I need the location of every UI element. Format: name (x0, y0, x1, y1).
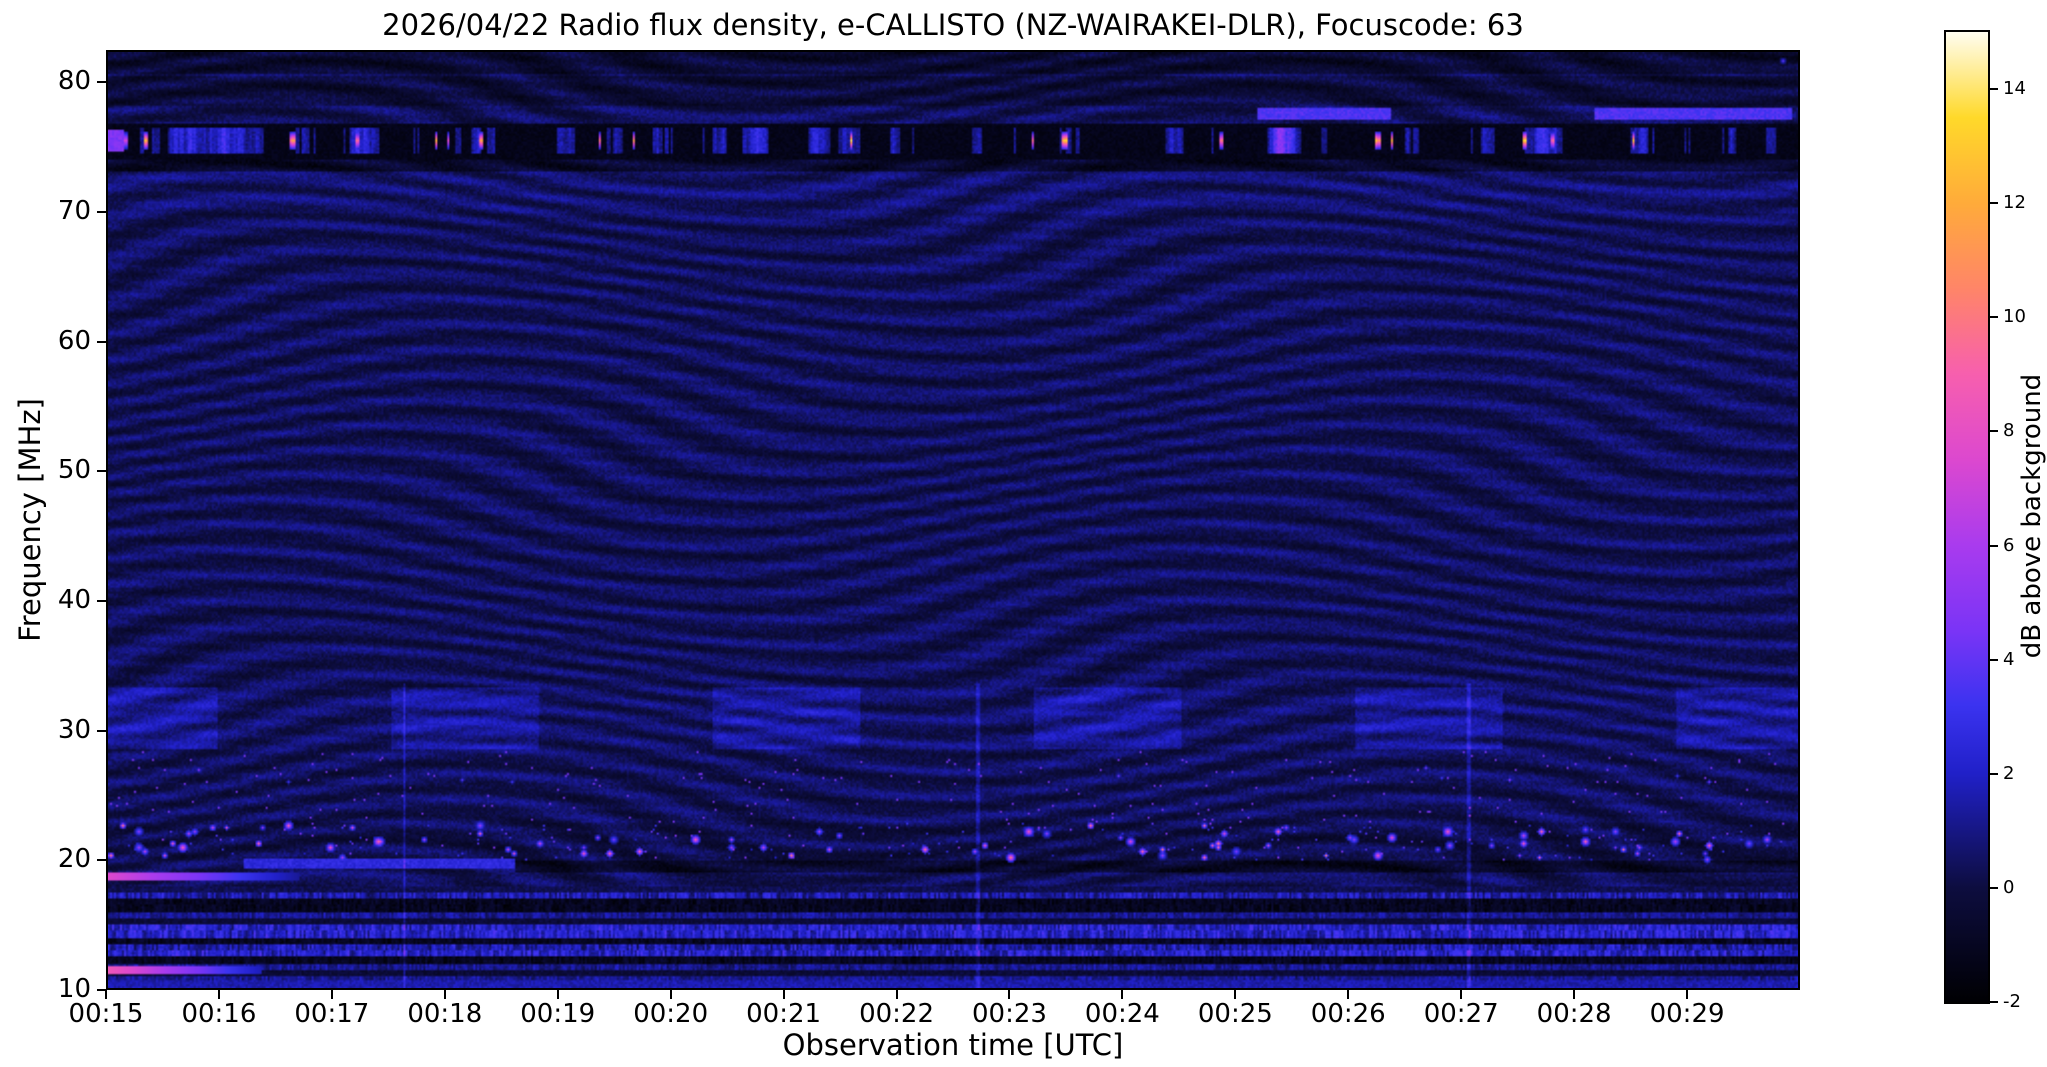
x-tick-label: 00:20 (633, 999, 709, 1029)
colorbar-tick-mark (1990, 658, 1998, 661)
y-tick-mark (97, 600, 106, 603)
x-tick-label: 00:19 (520, 999, 596, 1029)
x-tick-label: 00:18 (407, 999, 483, 1029)
x-tick-mark (1686, 990, 1689, 999)
colorbar-tick-label: 2 (2003, 762, 2015, 784)
plot-area (106, 50, 1800, 990)
y-tick-label: 60 (57, 325, 91, 356)
colorbar-tick-label: 4 (2003, 648, 2015, 670)
colorbar-tick-mark (1990, 430, 1998, 433)
colorbar-tick-mark (1990, 1001, 1998, 1003)
x-tick-label: 00:27 (1423, 999, 1499, 1029)
y-tick-label: 80 (57, 66, 91, 97)
x-tick-mark (1121, 990, 1124, 999)
x-tick-mark (1234, 990, 1237, 999)
y-tick-label: 20 (57, 844, 91, 875)
x-tick-mark (895, 990, 898, 999)
colorbar-tick-mark (1990, 88, 1998, 91)
x-tick-mark (669, 990, 672, 999)
colorbar-tick-label: 0 (2003, 876, 2015, 898)
x-tick-mark (217, 990, 220, 999)
x-tick-mark (1008, 990, 1011, 999)
y-tick-mark (97, 729, 106, 732)
x-tick-mark (105, 990, 107, 999)
x-tick-label: 00:17 (294, 999, 370, 1029)
x-tick-label: 00:22 (859, 999, 934, 1029)
colorbar-tick-label: 6 (2003, 534, 2015, 556)
colorbar-label: dB above background (2017, 373, 2047, 659)
x-tick-mark (1573, 990, 1576, 999)
x-tick-label: 00:23 (971, 999, 1047, 1029)
y-tick-mark (97, 859, 106, 862)
x-axis-label: Observation time [UTC] (782, 1028, 1124, 1062)
y-tick-label: 50 (57, 455, 91, 486)
y-tick-mark (97, 989, 106, 991)
colorbar-gradient (1946, 32, 1988, 1002)
y-tick-mark (97, 340, 106, 343)
x-tick-mark (1347, 990, 1350, 999)
x-tick-label: 00:24 (1084, 999, 1160, 1029)
chart-title: 2026/04/22 Radio flux density, e-CALLIST… (382, 8, 1524, 42)
y-tick-mark (97, 211, 106, 214)
x-tick-label: 00:26 (1310, 999, 1386, 1029)
x-tick-label: 00:28 (1536, 999, 1612, 1029)
colorbar-tick-label: 10 (2003, 306, 2026, 328)
x-tick-label: 00:29 (1649, 999, 1725, 1029)
x-tick-mark (443, 990, 446, 999)
y-tick-label: 10 (57, 974, 91, 1004)
y-tick-label: 70 (57, 196, 91, 227)
x-tick-label: 00:16 (181, 999, 257, 1029)
y-tick-label: 40 (57, 585, 91, 616)
colorbar-tick-mark (1990, 886, 1998, 889)
y-tick-label: 30 (57, 714, 91, 745)
x-tick-label: 00:25 (1197, 999, 1273, 1029)
x-tick-mark (330, 990, 333, 999)
x-tick-mark (782, 990, 785, 999)
x-tick-label: 00:15 (68, 999, 144, 1029)
x-tick-label: 00:21 (746, 999, 822, 1029)
colorbar-tick-label: 14 (2003, 78, 2026, 100)
colorbar-tick-label: 12 (2003, 192, 2026, 214)
colorbar-tick-label: 8 (2003, 420, 2015, 442)
colorbar-tick-label: -2 (2003, 991, 2021, 1012)
x-tick-mark (556, 990, 559, 999)
colorbar-tick-mark (1990, 772, 1998, 775)
colorbar (1944, 30, 1990, 1004)
colorbar-tick-mark (1990, 316, 1998, 319)
x-tick-mark (1460, 990, 1463, 999)
colorbar-tick-mark (1990, 544, 1998, 547)
spectrogram-canvas (108, 52, 1798, 988)
y-tick-mark (97, 470, 106, 473)
colorbar-tick-mark (1990, 202, 1998, 205)
y-tick-mark (97, 81, 106, 84)
